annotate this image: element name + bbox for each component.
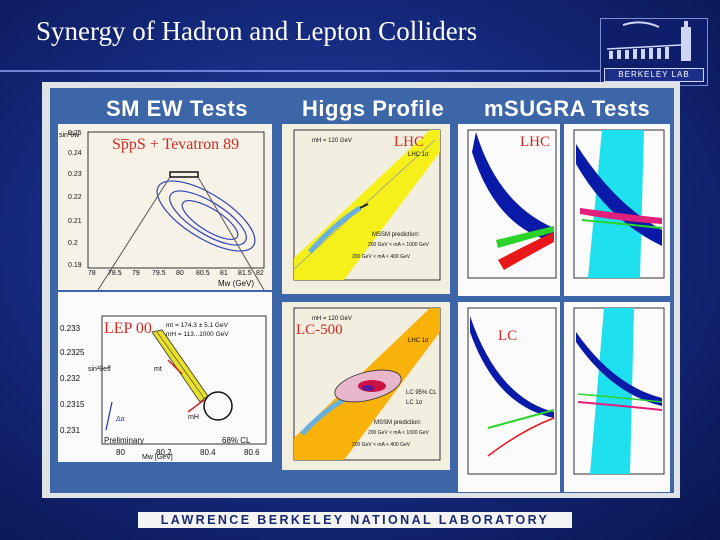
higgs-lc-lhc-conf: LHC 1σ [408,338,429,344]
x-tick: 80 [176,270,184,277]
lc-mssm-note-1: 200 GeV < mA < 1000 GeV [368,430,429,436]
y-tick: 0.24 [68,150,82,157]
y-tick: 0.2325 [60,348,85,357]
y-tick: 0.232 [60,374,81,383]
msugra-lhc-left-plot: LHC [458,124,560,296]
y-tick: 0.2315 [60,400,85,409]
slide-title: Synergy of Hadron and Lepton Colliders [36,16,478,46]
column-title-sm-ew: SM EW Tests [106,96,249,121]
lc95-label: LC 95% CL [406,390,437,396]
x-tick: 80.4 [200,448,216,457]
x-axis-label: Mw [GeV] [142,454,173,461]
msugra-lhc-label: LHC [520,134,550,150]
lbnl-footer: LAWRENCE BERKELEY NATIONAL LABORATORY [138,512,572,528]
cl-label: 68% CL [222,436,251,445]
y-tick: 0.23 [68,171,82,178]
x-tick: 80.6 [244,448,260,457]
x-tick: 78.5 [108,270,122,277]
logo-text: BERKELEY LAB [604,68,704,82]
y-tick: 0.233 [60,324,81,333]
lc-mssm-label: MSSM prediction: [374,420,422,426]
legend-mt: mt = 174.3 ± 5.1 GeV [166,322,228,329]
berkeley-lab-logo: BERKELEY LAB [600,18,708,86]
higgs-lhc-label: LHC [394,134,424,150]
higgs-mh-legend: mH = 120 GeV [312,138,352,144]
msugra-lc-label: LC [498,328,518,344]
mssm-note-2: 200 GeV < mA < 400 GeV [352,254,411,260]
x-tick: 78 [88,270,96,277]
mssm-label: MSSM prediction: [372,232,420,238]
x-tick: 79 [132,270,140,277]
berkeley-lab-emblem-icon [606,21,691,61]
tevatron-label: Sp̅pS + Tevatron 89 [112,136,240,153]
y-tick: 0.231 [60,426,81,435]
higgs-lhc-conf: LHC 1σ [408,152,429,158]
msugra-lc-right-plot [564,302,670,492]
higgs-lc500-label: LC-500 [296,322,343,338]
higgs-lhc-plot: LHC mH = 120 GeV LHC 1σ MSSM prediction:… [282,124,450,294]
x-tick: 82 [256,270,264,277]
msugra-lc-left-plot: LC [458,302,560,492]
mt-arrow-label: mt [154,366,162,373]
x-tick: 80 [116,448,125,457]
delta-alpha-label: Δα [116,416,125,423]
preliminary-label: Preliminary [104,436,145,445]
x-tick: 80.2 [156,448,172,457]
mh-arrow-label: mH [188,414,199,421]
higgs-lc-mh-legend: mH = 120 GeV [312,316,352,322]
lc1s-label: LC 1σ [406,400,423,406]
msugra-lhc-right-plot [564,124,670,296]
y-tick: 0.25 [68,130,82,137]
y-axis-label: sin²θeff [88,366,111,373]
x-tick: 79.5 [152,270,166,277]
sm-ew-lep-plot: LEP 00 mt = 174.3 ± 5.1 GeV mH = 113...1… [58,292,272,462]
lc-mssm-note-2: 200 GeV < mA < 400 GeV [352,442,411,448]
column-title-higgs: Higgs Profile [302,96,445,121]
x-tick: 81 [220,270,228,277]
y-tick: 0.2 [68,240,78,247]
y-tick: 0.21 [68,218,82,225]
x-tick: 80.5 [196,270,210,277]
x-axis-label: Mw (GeV) [218,279,254,288]
y-tick: 0.19 [68,262,82,269]
legend-mh: mH = 113...1000 GeV [166,331,229,338]
higgs-lc-plot: LC-500 mH = 120 GeV LHC 1σ LC 95% CL LC … [282,302,450,470]
sm-ew-tevatron-plot: Sp̅pS + Tevatron 89 0.25 0.24 0.23 0.22 … [58,124,272,290]
x-tick: 81.5 [238,270,252,277]
y-tick: 0.22 [68,194,82,201]
y-axis-label: sin²θw [59,132,80,139]
mssm-note-1: 200 GeV < mA < 1000 GeV [368,242,429,248]
lep-label: LEP 00 [104,320,152,337]
column-title-msugra: mSUGRA Tests [484,96,651,121]
title-rule [0,70,600,72]
